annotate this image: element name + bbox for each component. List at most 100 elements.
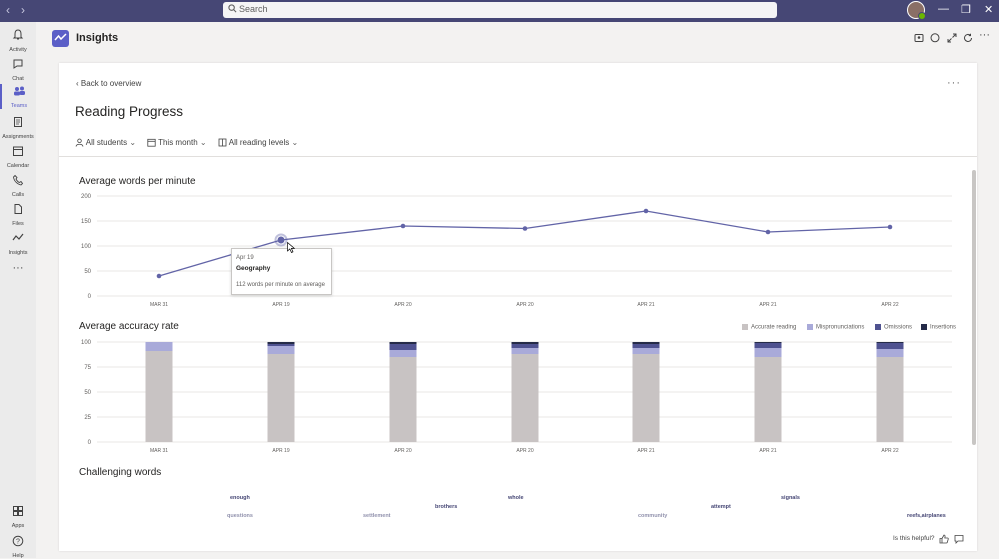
bar-segment [511, 348, 539, 354]
avatar[interactable] [907, 1, 926, 20]
x-tick-label: MAR 31 [150, 302, 168, 308]
legend-item: Mispronunciations [807, 324, 864, 331]
bar-segment [754, 357, 782, 442]
students-filter[interactable]: All students ⌄ [75, 138, 136, 148]
word-cloud-item[interactable]: reefs,airplanes [907, 513, 946, 519]
rail-item-activity[interactable]: Activity [0, 28, 36, 53]
back-label: Back to overview [80, 79, 142, 88]
word-cloud-item[interactable]: enough [230, 495, 250, 501]
y-tick-label: 100 [81, 340, 92, 346]
bar-segment [267, 342, 295, 344]
more-apps-icon[interactable]: ··· [12, 262, 24, 274]
rail-label: Insights [8, 250, 28, 256]
app-rail: Activity Chat Teams Assignments Calendar… [0, 22, 36, 559]
search-icon [228, 4, 237, 13]
bar-segment [389, 342, 417, 344]
rail-item-help[interactable]: ? Help [0, 534, 36, 559]
word-cloud-item[interactable]: signals [781, 495, 800, 501]
conversation-icon[interactable] [930, 33, 940, 43]
team-icon[interactable] [914, 33, 924, 43]
chevron-down-icon: ⌄ [199, 138, 207, 147]
file-icon [14, 204, 22, 214]
bar-segment [511, 342, 539, 344]
y-tick-label: 50 [84, 390, 91, 396]
levels-filter[interactable]: All reading levels ⌄ [218, 138, 298, 147]
bar-segment [511, 344, 539, 348]
bar-segment [876, 343, 904, 349]
rail-label: Help [12, 553, 24, 559]
x-tick-label: APR 20 [516, 302, 533, 308]
y-tick-label: 0 [88, 440, 92, 446]
app-header: Insights ··· [36, 22, 999, 55]
word-cloud-item[interactable]: attempt [711, 504, 731, 510]
bell-icon [12, 29, 24, 40]
rail-item-apps[interactable]: Apps [0, 504, 36, 529]
highlight-ring [274, 233, 288, 247]
app-title: Insights [76, 32, 119, 44]
maximize-icon[interactable]: ❐ [961, 4, 971, 16]
rail-item-teams[interactable]: Teams [0, 84, 36, 109]
bar-segment [754, 342, 782, 343]
wpm-chart-title: Average words per minute [79, 176, 196, 187]
insights-app-icon [52, 30, 69, 47]
minimize-icon[interactable]: — [938, 3, 949, 15]
period-filter[interactable]: This month ⌄ [147, 138, 207, 147]
y-tick-label: 200 [81, 194, 92, 200]
scrollbar[interactable] [972, 170, 976, 445]
search-input[interactable]: Search [223, 2, 777, 18]
chat-icon [13, 59, 23, 69]
bar-segment [876, 349, 904, 357]
popout-icon[interactable] [947, 33, 957, 43]
legend-swatch [921, 324, 927, 330]
bar-segment [632, 354, 660, 442]
x-tick-label: APR 21 [637, 302, 654, 308]
rail-item-insights[interactable]: Insights [0, 231, 36, 256]
period-filter-label: This month [158, 138, 198, 147]
data-point [277, 236, 285, 244]
legend-item: Insertions [921, 324, 956, 331]
rail-item-assignments[interactable]: Assignments [0, 115, 36, 140]
legend-label: Omissions [884, 324, 913, 331]
refresh-icon[interactable] [963, 33, 973, 43]
students-icon [75, 138, 84, 148]
word-cloud-item[interactable]: whole [508, 495, 524, 501]
feedback-prompt: Is this helpful? [893, 535, 935, 542]
word-cloud-item[interactable]: brothers [435, 504, 458, 510]
calendar-icon [13, 146, 23, 156]
data-point [887, 224, 893, 230]
bar-segment [754, 343, 782, 348]
calendar-icon [147, 139, 156, 147]
legend-item: Accurate reading [742, 324, 796, 331]
svg-text:?: ? [16, 539, 20, 546]
rail-item-files[interactable]: Files [0, 202, 36, 227]
help-icon: ? [12, 535, 24, 547]
word-cloud-item[interactable]: community [638, 513, 668, 519]
card-more-icon[interactable]: ··· [947, 77, 961, 89]
rail-item-calls[interactable]: Calls [0, 173, 36, 198]
legend-swatch [807, 324, 813, 330]
back-to-overview-link[interactable]: ‹ Back to overview [76, 79, 141, 88]
rail-label: Calls [11, 192, 25, 198]
back-arrow-icon[interactable]: ‹ [6, 3, 10, 17]
more-options-icon[interactable]: ··· [979, 29, 990, 41]
rail-item-calendar[interactable]: Calendar [0, 144, 36, 169]
bar-segment [876, 357, 904, 442]
rail-item-chat[interactable]: Chat [0, 57, 36, 82]
feedback-comment-icon[interactable] [954, 534, 964, 544]
y-tick-label: 25 [84, 415, 91, 421]
bar-segment [389, 357, 417, 442]
forward-arrow-icon[interactable]: › [21, 3, 25, 17]
report-card: ‹ Back to overview ··· Reading Progress … [59, 63, 977, 551]
bar-segment [145, 351, 173, 442]
close-icon[interactable]: ✕ [984, 4, 994, 16]
word-cloud-item[interactable]: settlement [363, 513, 391, 519]
word-cloud-item[interactable]: questions [227, 513, 253, 519]
rail-label: Apps [11, 523, 25, 529]
data-point [400, 223, 406, 229]
x-tick-label: APR 21 [637, 448, 654, 454]
assignments-icon [14, 117, 22, 127]
bar-segment [876, 342, 904, 343]
thumbs-up-icon[interactable] [939, 534, 949, 544]
x-tick-label: APR 20 [516, 448, 533, 454]
